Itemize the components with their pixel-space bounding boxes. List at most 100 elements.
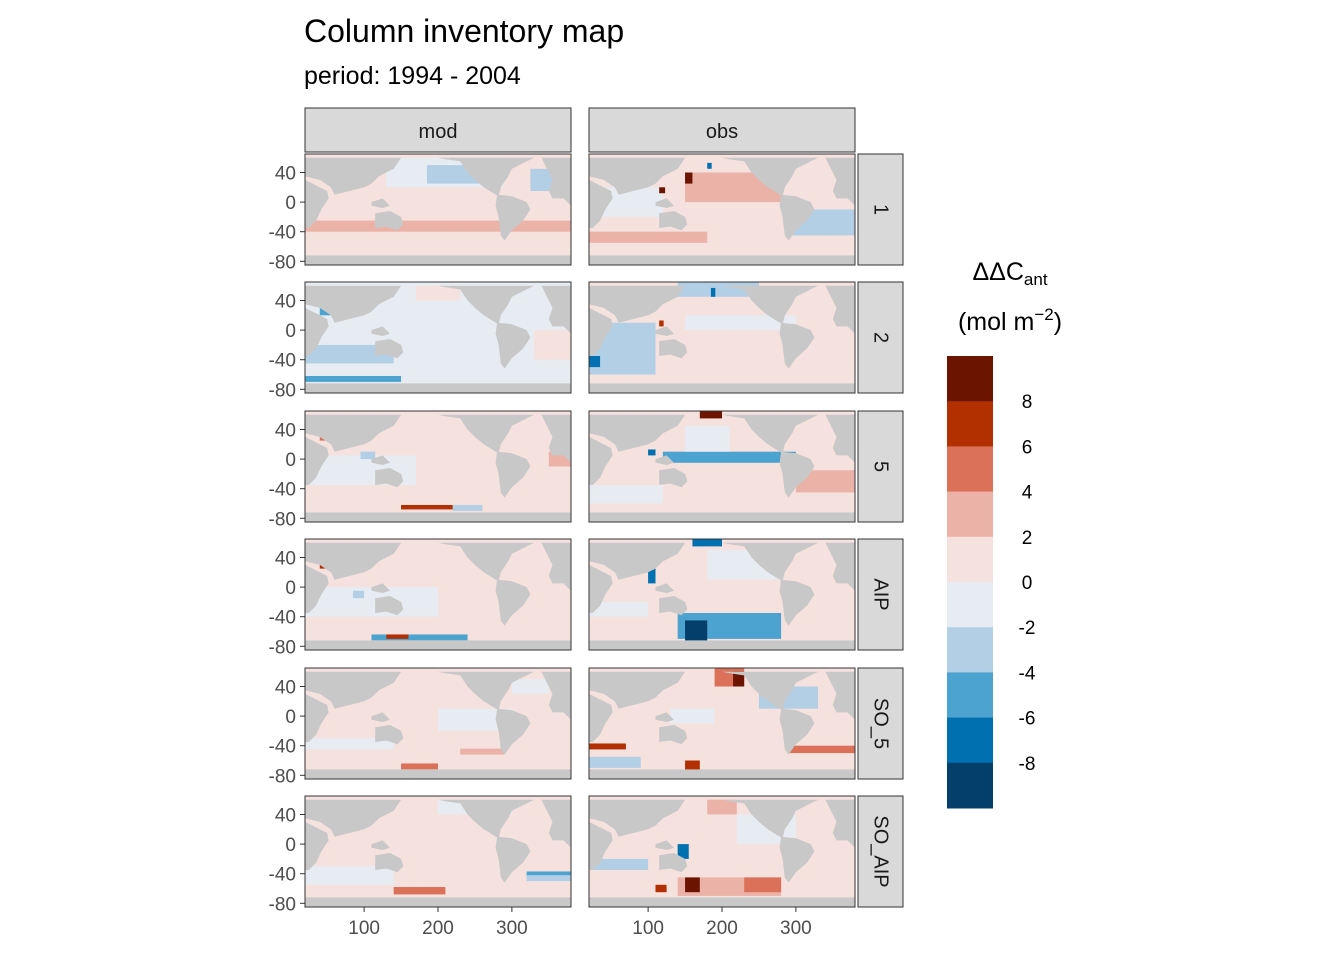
value-patch [685, 620, 708, 643]
land-mask [659, 596, 688, 616]
value-patch [685, 315, 796, 331]
land-mask [589, 307, 613, 356]
land-mask [438, 799, 535, 839]
legend: ΔΔCant (mol m−2) 8 6 4 2 0 -2 -4 -6 -8 [947, 258, 1062, 809]
legend-swatch [947, 582, 993, 628]
panel-2-obs [588, 281, 856, 394]
y-tick-label: 40 [275, 806, 296, 827]
panel-SO_AIP-mod [304, 795, 572, 908]
legend-label: 6 [1022, 437, 1033, 458]
panel-1-mod [304, 153, 572, 266]
panel-border [588, 281, 856, 394]
value-patch [386, 634, 409, 639]
land-mask [655, 583, 674, 593]
facet-strip-obs [588, 107, 856, 153]
land-mask [305, 564, 329, 613]
land-mask [779, 836, 815, 883]
land-mask [541, 542, 571, 591]
land-mask [722, 414, 819, 454]
legend-units-main: (mol m [958, 308, 1034, 336]
land-mask [589, 799, 686, 837]
land-mask [305, 769, 571, 779]
land-mask [659, 339, 688, 359]
land-mask [589, 436, 613, 485]
value-patch [393, 887, 446, 895]
land-mask [438, 414, 535, 454]
land-mask [305, 255, 571, 265]
land-mask [655, 840, 674, 850]
land-mask [589, 285, 686, 323]
land-mask [779, 451, 815, 498]
land-mask [305, 383, 571, 393]
y-tick-label: -80 [269, 766, 296, 787]
land-mask [825, 414, 855, 463]
value-patch [744, 877, 782, 893]
y-tick-label: 0 [285, 707, 296, 728]
land-mask [589, 383, 855, 393]
land-mask [371, 198, 390, 208]
value-patch [710, 287, 716, 297]
value-patch [707, 799, 737, 815]
value-patch [733, 671, 745, 687]
land-mask [589, 512, 855, 522]
panel-border [588, 153, 856, 266]
y-tick-label: -40 [269, 223, 296, 244]
y-tick-label: 0 [285, 450, 296, 471]
land-mask [659, 725, 688, 745]
value-patch [788, 745, 855, 754]
land-mask [589, 693, 613, 742]
value-patch [589, 356, 601, 368]
land-mask [779, 194, 815, 241]
legend-label: 0 [1022, 573, 1033, 594]
land-mask [825, 799, 855, 848]
value-patch [589, 858, 649, 870]
value-patch [795, 470, 855, 493]
land-mask [371, 583, 390, 593]
legend-swatch [947, 672, 993, 719]
land-mask [541, 414, 571, 463]
legend-swatch [947, 762, 993, 809]
x-tick-label: 100 [632, 918, 664, 939]
legend-swatch [947, 446, 993, 493]
land-mask [655, 712, 674, 722]
facet-strip-row-5 [857, 410, 904, 523]
value-patch [589, 485, 663, 504]
facet-strip-row-SO_AIP [857, 795, 904, 908]
land-mask [495, 194, 531, 241]
panel-border [304, 281, 572, 394]
land-mask [659, 211, 688, 231]
land-mask [659, 853, 688, 873]
land-mask [305, 436, 329, 485]
facet-strip-mod [304, 107, 572, 153]
value-patch [692, 539, 722, 547]
land-mask [589, 179, 613, 228]
land-mask [438, 542, 535, 582]
value-patch [305, 375, 402, 382]
legend-title-main: ΔΔC [972, 258, 1023, 286]
land-mask [305, 640, 571, 650]
y-tick-label: -40 [269, 608, 296, 629]
chart-subtitle: period: 1994 - 2004 [304, 62, 521, 90]
land-mask [541, 285, 571, 334]
land-mask [305, 542, 402, 580]
panel-2-mod [304, 281, 572, 394]
value-patch [305, 866, 394, 885]
value-patch [685, 172, 693, 184]
panel-1-obs [588, 153, 856, 266]
panel-SO_5-obs [588, 667, 856, 780]
value-patch [648, 564, 656, 584]
value-patch [460, 748, 505, 755]
land-mask [375, 596, 404, 616]
value-patch [305, 344, 394, 364]
value-patch [670, 708, 715, 724]
y-tick-label: 0 [285, 321, 296, 342]
land-mask [825, 285, 855, 334]
value-patch [305, 220, 571, 232]
land-mask [375, 853, 404, 873]
y-tick-label: -80 [269, 894, 296, 915]
facet-strip-row-label-5: 5 [870, 461, 892, 472]
land-mask [659, 468, 688, 488]
land-mask [305, 897, 571, 907]
x-tick-label: 200 [422, 918, 454, 939]
